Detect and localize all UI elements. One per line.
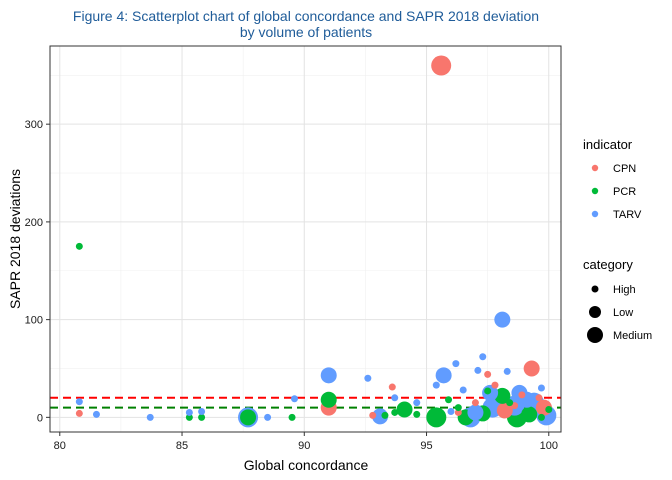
point-pcr-high bbox=[391, 408, 399, 416]
point-tarv-low bbox=[320, 367, 337, 384]
point-tarv-high bbox=[447, 407, 455, 415]
legend-label-medium: Medium bbox=[613, 330, 652, 342]
x-axis-ticks: 80 85 90 95 100 bbox=[54, 432, 558, 452]
chart-title-line-2: by volume of patients bbox=[240, 24, 372, 40]
point-tarv-high bbox=[75, 398, 83, 406]
point-pcr-high bbox=[185, 413, 193, 421]
legend-key-tarv bbox=[591, 210, 599, 218]
point-tarv-high bbox=[185, 408, 193, 416]
indicator-legend-title: indicator bbox=[583, 137, 633, 152]
legend-key-pcr bbox=[591, 187, 599, 195]
point-tarv-low bbox=[494, 311, 511, 328]
data-points bbox=[75, 55, 557, 428]
point-cpn-high bbox=[75, 409, 83, 417]
point-pcr-high bbox=[288, 413, 296, 421]
point-cpn-medium bbox=[431, 55, 452, 76]
y-tick-label: 300 bbox=[25, 119, 43, 131]
point-pcr-high bbox=[537, 413, 545, 421]
point-tarv-high bbox=[432, 381, 440, 389]
point-tarv-high bbox=[503, 367, 511, 375]
plot-border bbox=[49, 45, 562, 433]
point-tarv-high bbox=[146, 413, 154, 421]
point-cpn-low bbox=[496, 402, 513, 419]
legend-label-low: Low bbox=[613, 307, 633, 319]
legend-key-low bbox=[589, 306, 601, 318]
category-legend-title: category bbox=[583, 257, 633, 272]
grid-lines bbox=[50, 46, 561, 432]
legend-label-cpn: CPN bbox=[613, 163, 636, 175]
point-pcr-high bbox=[506, 399, 514, 407]
indicator-legend: indicator CPN PCR TARV bbox=[583, 137, 642, 221]
point-tarv-high bbox=[452, 360, 460, 368]
point-tarv-high bbox=[413, 399, 421, 407]
point-pcr-high bbox=[75, 242, 83, 250]
point-pcr-low bbox=[396, 401, 413, 418]
point-pcr-low bbox=[240, 409, 257, 426]
point-tarv-high bbox=[391, 394, 399, 402]
point-pcr-high bbox=[545, 406, 553, 414]
point-tarv-high bbox=[92, 410, 100, 418]
category-legend: category High Low Medium bbox=[583, 257, 652, 343]
point-pcr-high bbox=[413, 410, 421, 418]
point-cpn-high bbox=[388, 383, 396, 391]
y-tick-label: 0 bbox=[37, 412, 43, 424]
legend-label-high: High bbox=[613, 284, 636, 296]
point-cpn-high bbox=[491, 381, 499, 389]
point-tarv-high bbox=[474, 366, 482, 374]
point-tarv-high bbox=[537, 384, 545, 392]
y-tick-label: 200 bbox=[25, 217, 43, 229]
point-tarv-high bbox=[364, 374, 372, 382]
point-tarv-low bbox=[435, 367, 452, 384]
point-pcr-high bbox=[198, 413, 206, 421]
point-pcr-medium bbox=[426, 407, 447, 428]
point-pcr-high bbox=[484, 387, 492, 395]
x-tick-label: 80 bbox=[54, 440, 66, 452]
legend-key-medium bbox=[587, 327, 603, 343]
point-tarv-high bbox=[198, 407, 206, 415]
point-tarv-high bbox=[264, 413, 272, 421]
y-tick-label: 100 bbox=[25, 315, 43, 327]
x-tick-label: 90 bbox=[298, 440, 310, 452]
legend-label-tarv: TARV bbox=[613, 209, 642, 221]
x-axis-title: Global concordance bbox=[244, 457, 369, 473]
point-tarv-low bbox=[467, 404, 484, 421]
legend-key-cpn bbox=[591, 164, 599, 172]
point-pcr-low bbox=[320, 391, 337, 408]
point-cpn-high bbox=[484, 370, 492, 378]
legend-label-pcr: PCR bbox=[613, 186, 636, 198]
point-tarv-high bbox=[290, 395, 298, 403]
point-tarv-high bbox=[479, 353, 487, 361]
x-tick-label: 100 bbox=[540, 440, 558, 452]
point-pcr-low bbox=[521, 406, 538, 423]
point-pcr-high bbox=[454, 404, 462, 412]
chart-title-line-1: Figure 4: Scatterplot chart of global co… bbox=[73, 8, 539, 24]
point-cpn-high bbox=[535, 394, 543, 402]
point-cpn-low bbox=[523, 360, 540, 377]
point-pcr-high bbox=[381, 411, 389, 419]
x-tick-label: 85 bbox=[176, 440, 188, 452]
y-axis-ticks: 0 100 200 300 bbox=[25, 119, 50, 424]
reference-lines bbox=[50, 396, 561, 409]
legend-key-high bbox=[591, 285, 599, 293]
point-pcr-low bbox=[494, 387, 511, 404]
y-axis-title: SAPR 2018 deviations bbox=[7, 169, 23, 309]
point-cpn-high bbox=[518, 391, 526, 399]
x-tick-label: 95 bbox=[420, 440, 432, 452]
point-cpn-high bbox=[471, 399, 479, 407]
point-pcr-high bbox=[445, 396, 453, 404]
point-tarv-high bbox=[459, 386, 467, 394]
point-cpn-high bbox=[454, 408, 462, 416]
point-cpn-high bbox=[369, 411, 377, 419]
